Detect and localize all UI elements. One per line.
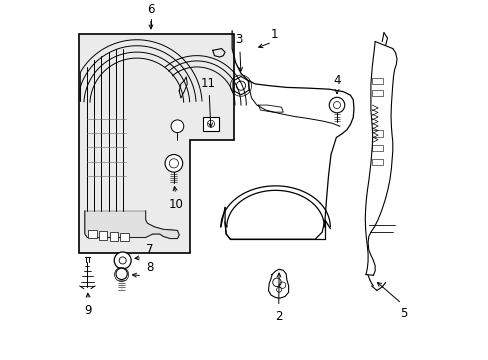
Circle shape [165,154,183,172]
Text: 7: 7 [146,243,154,256]
Circle shape [116,268,127,279]
Text: 5: 5 [399,307,406,320]
Bar [371,130,382,137]
Circle shape [119,257,126,264]
Circle shape [169,159,178,168]
Text: 9: 9 [84,303,92,316]
Text: 4: 4 [333,74,340,87]
Text: 11: 11 [200,77,215,90]
Bar [371,145,382,151]
Bar [203,117,218,131]
Text: 10: 10 [168,198,183,211]
Polygon shape [79,35,233,253]
Circle shape [114,252,131,269]
Bar [109,232,118,241]
Text: 8: 8 [146,261,153,274]
Bar [88,230,97,238]
Bar [371,77,382,84]
Bar [120,233,128,241]
Circle shape [171,120,183,132]
Text: 2: 2 [274,310,282,323]
Polygon shape [85,211,179,239]
Bar [371,90,382,96]
Circle shape [328,97,344,113]
Text: 3: 3 [235,33,242,46]
Text: 6: 6 [147,3,154,16]
Bar [99,231,107,240]
Text: 1: 1 [270,28,278,41]
Bar [371,159,382,165]
